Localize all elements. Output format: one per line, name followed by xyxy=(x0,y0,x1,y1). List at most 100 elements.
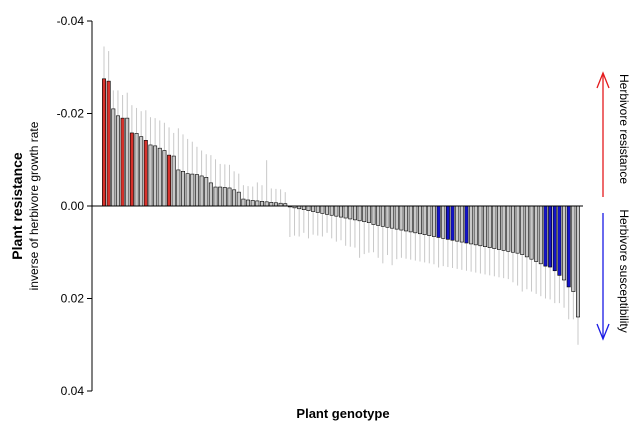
bar xyxy=(218,186,223,207)
bar xyxy=(194,174,199,207)
bar xyxy=(329,205,334,216)
bar xyxy=(153,145,158,207)
bar xyxy=(129,132,134,207)
susceptibility-arrow xyxy=(596,213,610,341)
bar xyxy=(208,182,213,207)
bar xyxy=(148,144,153,207)
bar xyxy=(524,205,529,258)
bar xyxy=(167,154,172,207)
bar xyxy=(376,205,381,226)
bar xyxy=(362,205,367,223)
bar xyxy=(497,205,501,250)
bar xyxy=(473,205,478,246)
bar xyxy=(399,205,404,231)
bar-series xyxy=(102,78,580,318)
bar xyxy=(571,205,576,292)
bar xyxy=(115,115,120,207)
bar xyxy=(515,205,520,254)
y-axis-ticks: -0.04 -0.02 0.00 0.02 0.04 xyxy=(57,14,92,398)
bar xyxy=(241,198,246,207)
bar xyxy=(227,187,232,207)
bar xyxy=(143,140,148,207)
susceptibility-label: Herbivore susceptibility xyxy=(617,209,629,332)
bar xyxy=(134,133,139,207)
bar xyxy=(390,205,395,229)
bar xyxy=(469,205,474,245)
error-bars xyxy=(103,46,579,345)
bar xyxy=(301,205,306,211)
bar xyxy=(315,205,320,213)
bar xyxy=(246,199,251,207)
bar xyxy=(534,205,539,262)
bar xyxy=(492,205,497,249)
bar xyxy=(204,177,209,207)
bar xyxy=(139,136,144,207)
bar xyxy=(543,205,548,267)
y-axis-subtitle: inverse of herbivore growth rate xyxy=(27,121,41,290)
bar xyxy=(339,205,343,218)
bar xyxy=(255,200,260,207)
bar xyxy=(102,78,106,207)
bar xyxy=(385,205,390,228)
bar xyxy=(213,186,218,207)
bar xyxy=(260,201,264,207)
bar xyxy=(343,205,348,219)
bar xyxy=(181,171,185,207)
bar xyxy=(357,205,362,222)
bar xyxy=(176,169,181,207)
bar xyxy=(334,205,339,217)
bar xyxy=(162,150,167,207)
bar xyxy=(125,117,130,207)
bar xyxy=(510,205,515,253)
x-axis-title: Plant genotype xyxy=(296,406,389,421)
y-axis-title: Plant resistance xyxy=(9,152,25,260)
y-tick-label: -0.02 xyxy=(57,107,85,121)
bar xyxy=(408,205,413,233)
bar xyxy=(483,205,488,248)
bar xyxy=(557,205,562,276)
bar xyxy=(190,173,195,207)
bar xyxy=(222,187,227,207)
bar xyxy=(264,201,269,207)
bar xyxy=(431,205,436,237)
bar xyxy=(459,205,464,243)
y-tick-label: -0.04 xyxy=(57,14,85,28)
y-tick-label: 0.04 xyxy=(61,384,85,398)
bar xyxy=(120,117,125,207)
bar xyxy=(538,205,543,265)
bar xyxy=(269,202,274,207)
bar xyxy=(348,205,353,220)
bar xyxy=(552,205,557,272)
bar xyxy=(352,205,357,221)
bar xyxy=(501,205,506,251)
bar xyxy=(562,205,567,281)
bar xyxy=(478,205,483,247)
bar xyxy=(311,205,316,212)
y-tick-label: 0.02 xyxy=(61,292,85,306)
bar xyxy=(171,155,176,207)
bar xyxy=(566,205,571,288)
bar xyxy=(199,175,204,207)
bar xyxy=(576,205,580,318)
bar xyxy=(422,205,427,235)
bar xyxy=(394,205,399,230)
bar xyxy=(455,205,460,242)
resistance-label: Herbivore resistance xyxy=(617,74,629,184)
bar xyxy=(506,205,511,252)
bar xyxy=(185,173,190,207)
bar xyxy=(464,205,469,244)
bar xyxy=(325,205,330,215)
bar xyxy=(157,147,162,207)
bar xyxy=(404,205,409,232)
bar xyxy=(366,205,371,223)
bar xyxy=(380,205,385,227)
bar xyxy=(436,205,441,238)
bar xyxy=(232,189,237,207)
bar xyxy=(106,80,111,207)
resistance-arrow xyxy=(596,71,610,197)
bar xyxy=(111,108,116,207)
bar xyxy=(427,205,432,236)
bar xyxy=(413,205,418,234)
bar xyxy=(450,205,455,241)
